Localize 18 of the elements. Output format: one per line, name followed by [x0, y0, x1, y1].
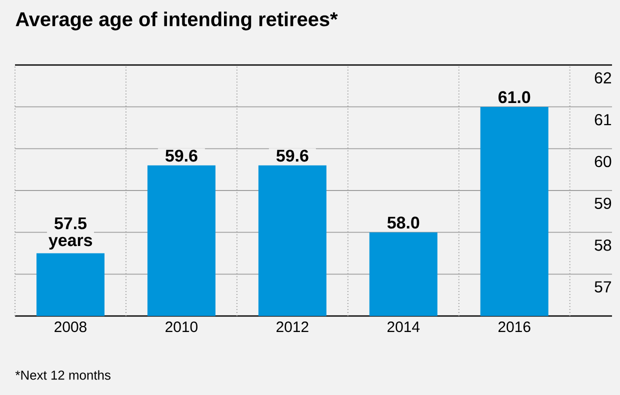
x-tick-label: 2012 [276, 322, 308, 332]
data-label: 59.6 [165, 150, 198, 162]
x-tick-label: 2016 [498, 322, 530, 332]
data-label: 61.0 [498, 91, 530, 104]
x-tick-label: 2014 [388, 322, 420, 332]
y-tick-label: 61 [594, 114, 612, 126]
text: *Next 12 months [15, 370, 110, 380]
x-tick-label: 2008 [54, 322, 86, 332]
y-tick-label: 59 [594, 198, 612, 209]
y-tick-label: 57 [594, 281, 612, 292]
y-tick-label: 62 [594, 72, 612, 84]
x-tick-label: 2010 [166, 322, 198, 332]
data-label: 59.6 [276, 150, 308, 162]
y-tick-label: 58 [594, 240, 612, 251]
chart-title: Average age of intending retirees* [16, 12, 338, 30]
data-label: 58.0 [387, 216, 420, 229]
data-label: 57.5 years [48, 217, 92, 250]
y-tick-label: 60 [594, 156, 612, 168]
